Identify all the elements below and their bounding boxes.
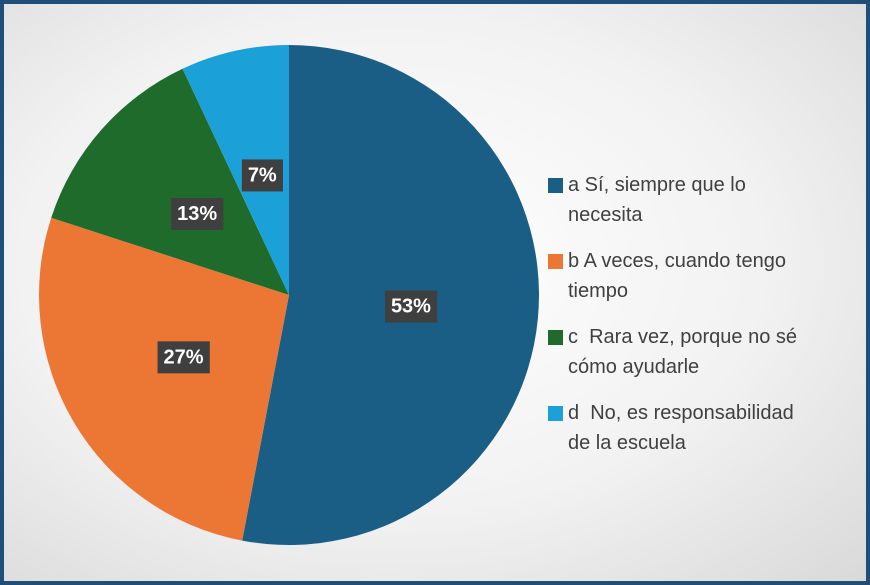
data-label-text: 53% (391, 296, 431, 318)
legend-item: a Sí, siempre que lo necesita (548, 170, 810, 230)
pie-slice (39, 217, 290, 541)
data-label-box (241, 159, 283, 192)
legend-swatch (548, 406, 563, 421)
legend: a Sí, siempre que lo necesita b A veces, … (548, 170, 810, 474)
legend-label: d No, es responsabilidad de la escuela (568, 402, 800, 454)
legend-label: b A veces, cuando tengo tiempo (568, 250, 792, 302)
data-label-text: 27% (164, 346, 204, 368)
data-label-box (171, 197, 224, 230)
legend-swatch (548, 254, 563, 269)
legend-item: d No, es responsabilidad de la escuela (548, 398, 810, 458)
pie-slice (182, 45, 289, 295)
data-label-text: 7% (248, 164, 277, 186)
legend-swatch (548, 330, 563, 345)
legend-item: b A veces, cuando tengo tiempo (548, 246, 810, 306)
data-label: 53% (384, 290, 438, 323)
legend-swatch (548, 178, 563, 193)
data-label-text: 13% (177, 203, 217, 225)
legend-item: c Rara vez, porque no sé cómo ayudarle (548, 322, 810, 382)
legend-label: a Sí, siempre que lo necesita (568, 174, 752, 226)
data-label: 27% (157, 341, 210, 374)
data-label-box (157, 341, 210, 374)
data-label: 13% (171, 197, 224, 230)
legend-label: c Rara vez, porque no sé cómo ayudarle (568, 326, 803, 378)
data-label: 7% (241, 159, 283, 192)
data-label-box (384, 290, 438, 323)
pie-slice (51, 68, 289, 295)
